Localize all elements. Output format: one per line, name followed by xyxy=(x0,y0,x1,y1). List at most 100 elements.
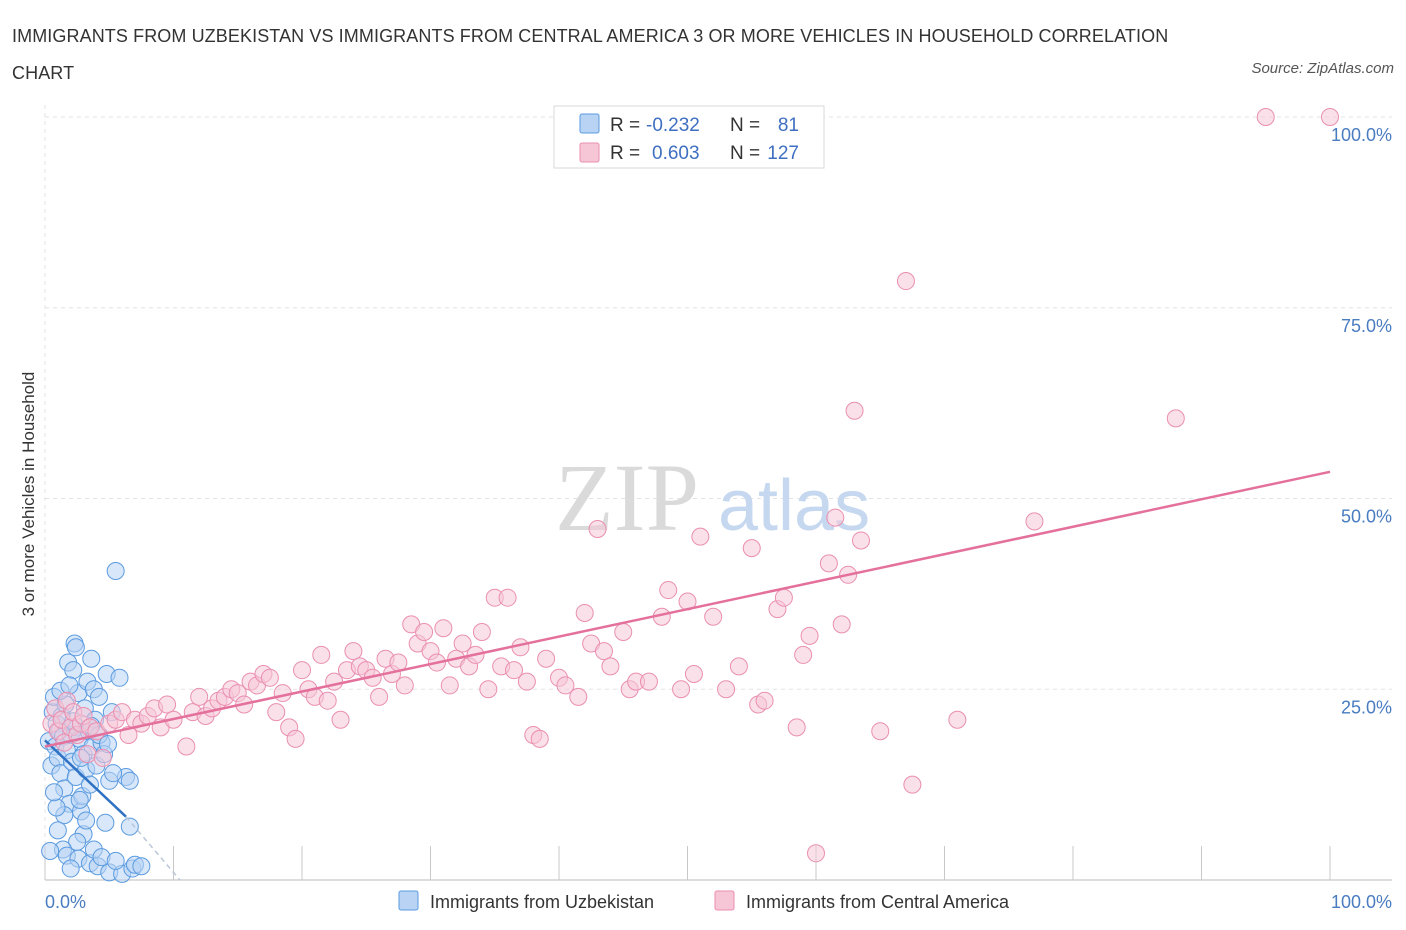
central-america-point xyxy=(851,531,870,550)
trend-line-central-america xyxy=(44,470,1331,748)
central-america-point xyxy=(498,588,517,607)
central-america-point xyxy=(684,664,703,683)
central-america-point xyxy=(826,508,845,527)
bottom-legend-label-central-america: Immigrants from Central America xyxy=(746,892,1010,912)
uzbekistan-point xyxy=(96,813,115,832)
central-america-point xyxy=(659,581,678,600)
uzbekistan-point xyxy=(64,661,83,680)
bottom-legend: Immigrants from Uzbekistan Immigrants fr… xyxy=(398,890,1010,912)
central-america-point xyxy=(453,634,472,653)
central-america-point xyxy=(537,649,556,668)
central-america-point xyxy=(903,775,922,794)
central-america-point xyxy=(434,619,453,638)
uzbekistan-point xyxy=(120,771,139,790)
bottom-legend-label-uzbekistan: Immigrants from Uzbekistan xyxy=(430,892,654,912)
uzbekistan-point xyxy=(110,668,129,687)
central-america-point xyxy=(286,729,305,748)
central-america-point xyxy=(177,737,196,756)
central-america-point xyxy=(729,657,748,676)
uzbekistan-point xyxy=(106,851,125,870)
central-america-point xyxy=(614,623,633,642)
central-america-point xyxy=(190,687,209,706)
central-america-point xyxy=(158,695,177,714)
y-tick-label: 100.0% xyxy=(1331,125,1392,145)
uzbekistan-point xyxy=(82,649,101,668)
central-america-point xyxy=(556,676,575,695)
central-america-point xyxy=(472,623,491,642)
central-america-point xyxy=(440,676,459,695)
central-america-point xyxy=(312,645,331,664)
central-america-point xyxy=(273,684,292,703)
watermark-atlas: atlas xyxy=(718,466,870,546)
uzbekistan-point xyxy=(66,638,85,657)
x-axis-ticks xyxy=(44,846,1331,880)
y-tick-labels: 100.0% 75.0% 50.0% 25.0% xyxy=(1331,125,1392,717)
uzbekistan-point xyxy=(47,798,66,817)
central-america-point xyxy=(293,661,311,680)
legend-r-label-2: R = xyxy=(610,143,640,164)
central-america-point xyxy=(871,722,890,741)
central-america-point xyxy=(774,588,793,607)
central-america-point xyxy=(1321,108,1339,126)
central-america-point xyxy=(819,554,838,573)
legend-r-label-1: R = xyxy=(610,115,640,136)
central-america-point xyxy=(530,729,549,748)
legend-r-value-2: 0.603 xyxy=(652,143,700,164)
uzbekistan-point xyxy=(89,687,108,706)
central-america-point xyxy=(395,676,414,695)
central-america-point xyxy=(267,703,286,722)
central-america-point xyxy=(93,748,112,767)
central-america-point xyxy=(260,668,279,687)
uzbekistan-point xyxy=(77,811,96,830)
central-america-point xyxy=(588,520,607,539)
central-america-point xyxy=(672,680,691,699)
uzbekistan-point xyxy=(60,676,79,695)
central-america-point xyxy=(344,642,363,661)
uzbekistan-point xyxy=(41,842,60,861)
central-america-point xyxy=(787,718,806,737)
central-america-point xyxy=(845,401,864,420)
central-america-point xyxy=(370,687,389,706)
watermark-zip: ZIP xyxy=(555,444,699,551)
central-america-point xyxy=(78,745,97,764)
stats-legend: R = -0.232 N = 81 R = 0.603 N = 127 xyxy=(553,105,825,169)
watermark: ZIP atlas xyxy=(555,444,870,551)
legend-n-label-1: N = xyxy=(730,115,760,136)
uzbekistan-point xyxy=(44,783,63,802)
legend-n-value-2: 127 xyxy=(767,143,799,164)
trend-line-uzbekistan xyxy=(44,739,127,818)
series-central-america-points xyxy=(42,108,1339,863)
central-america-point xyxy=(331,710,350,729)
central-america-point xyxy=(1166,409,1185,428)
uzbekistan-point xyxy=(48,821,67,840)
trend-line-uzbekistan-extension xyxy=(125,816,181,881)
uzbekistan-point xyxy=(70,790,89,809)
bottom-legend-swatch-blue xyxy=(398,890,419,911)
central-america-point xyxy=(479,680,498,699)
central-america-point xyxy=(575,603,594,622)
central-america-point xyxy=(704,607,723,626)
central-america-point xyxy=(807,844,825,863)
central-america-point xyxy=(794,645,813,664)
legend-n-label-2: N = xyxy=(730,143,760,164)
central-america-point xyxy=(594,642,613,661)
x-tick-label-min: 0.0% xyxy=(45,892,86,912)
central-america-point xyxy=(832,615,851,634)
central-america-point xyxy=(717,680,736,699)
legend-r-value-1: -0.232 xyxy=(646,115,700,136)
central-america-point xyxy=(517,672,536,691)
y-tick-label: 50.0% xyxy=(1341,507,1392,527)
central-america-point xyxy=(639,672,658,691)
central-america-point xyxy=(1025,512,1044,531)
central-america-point xyxy=(569,687,588,706)
uzbekistan-point xyxy=(104,764,123,783)
x-tick-label-max: 100.0% xyxy=(1331,892,1392,912)
central-america-point xyxy=(318,691,337,710)
y-axis-label: 3 or more Vehicles in Household xyxy=(19,372,38,617)
central-america-point xyxy=(742,539,761,558)
legend-swatch-blue xyxy=(579,113,600,134)
uzbekistan-point xyxy=(106,561,125,580)
uzbekistan-point xyxy=(132,857,151,876)
uzbekistan-point xyxy=(120,817,139,836)
